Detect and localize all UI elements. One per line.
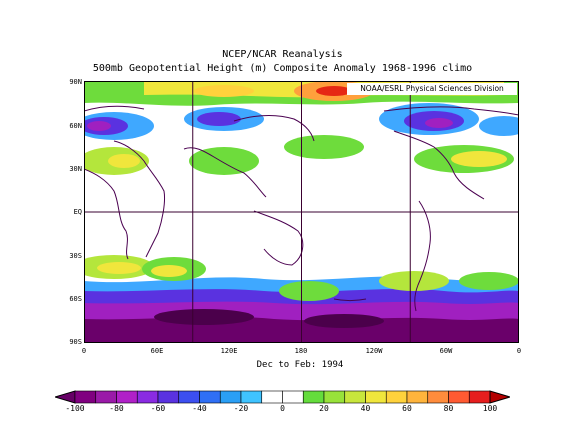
- anomaly-blob-eurasia-violet: [197, 112, 241, 126]
- colorbar-swatch: [116, 390, 138, 404]
- lon-label-60w: 60W: [439, 347, 453, 355]
- anomaly-blob-s-pac: [279, 281, 339, 301]
- anomaly-blob-s-pac2: [379, 271, 449, 291]
- credit-label: NOAA/ESRL Physical Sciences Division: [347, 83, 517, 95]
- chart-title: NCEP/NCAR Reanalysis: [222, 49, 343, 60]
- lon-label-0: 0: [81, 347, 87, 355]
- lat-label-60s: 60S: [69, 295, 82, 303]
- anomaly-blob-south-core1: [154, 309, 254, 325]
- anomaly-blob-namerica-core: [451, 151, 507, 167]
- anomaly-blob-s-ind-core: [151, 265, 187, 277]
- colorbar-swatch: [385, 390, 408, 404]
- anomaly-blob-nam-blue: [479, 116, 519, 136]
- colorbar-tick-label: 80: [443, 404, 454, 413]
- anomaly-blob-s-atl-core: [97, 262, 141, 274]
- anomaly-blob-n-atl-purple: [87, 121, 111, 131]
- colorbar-swatch: [74, 390, 97, 404]
- lon-label-120e: 120E: [220, 347, 238, 355]
- lon-label-180: 180: [294, 347, 308, 355]
- colorbar-arrow-high: [489, 390, 510, 404]
- lat-label-90s: 90S: [69, 338, 82, 346]
- colorbar-swatch: [282, 390, 304, 404]
- colorbar-swatch: [365, 390, 387, 404]
- colorbar-tick-label: -60: [150, 404, 166, 413]
- lat-label-60n: 60N: [69, 122, 82, 130]
- colorbar-swatch: [302, 390, 325, 404]
- colorbar-swatch: [178, 390, 200, 404]
- colorbar-tick-label: -20: [233, 404, 249, 413]
- colorbar-swatch: [136, 390, 159, 404]
- colorbar-tick-label: -100: [65, 404, 85, 413]
- colorbar-swatch: [468, 390, 491, 404]
- colorbar-swatch: [344, 390, 366, 404]
- anomaly-blob-npac-purple: [425, 118, 453, 128]
- anomaly-blob-s-pac3: [459, 272, 519, 290]
- colorbar-swatch: [427, 390, 449, 404]
- anomaly-blob-npac-green: [284, 135, 364, 159]
- anomaly-blob-arctic-core: [316, 86, 352, 96]
- colorbar-tick-label: 40: [360, 404, 371, 413]
- anomaly-blob-south-core2: [304, 314, 384, 328]
- colorbar-tick-label: 100: [482, 404, 498, 413]
- colorbar-tick-label: -40: [192, 404, 207, 413]
- lat-label-90n: 90N: [69, 78, 82, 86]
- graticule: [84, 81, 519, 343]
- lon-label-120w: 120W: [365, 347, 383, 355]
- colorbar-arrow-low: [55, 390, 76, 404]
- colorbar-swatch: [157, 390, 180, 404]
- anomaly-blob-asia: [189, 147, 259, 175]
- anomaly-blob-n-africa-core: [108, 154, 140, 168]
- colorbar-swatch: [95, 390, 117, 404]
- lat-label-30n: 30N: [69, 165, 82, 173]
- colorbar-swatch: [240, 390, 263, 404]
- colorbar-tick-label: 60: [402, 404, 412, 413]
- colorbar-swatch: [199, 390, 221, 404]
- lat-label-eq: EQ: [73, 208, 82, 216]
- anomaly-blob-arctic-yellow2: [194, 85, 254, 97]
- colorbar-swatch: [406, 390, 429, 404]
- colorbar-swatch: [323, 390, 346, 404]
- season-label: Dec to Feb: 1994: [256, 360, 344, 370]
- colorbar-swatch: [219, 390, 242, 404]
- colorbar-swatch: [261, 390, 283, 404]
- lon-label-60e: 60E: [150, 347, 164, 355]
- colorbar-tick-label: 20: [319, 404, 329, 413]
- lon-label-0-end: 0: [516, 347, 522, 355]
- map-frame: [84, 81, 519, 343]
- chart-subtitle: 500mb Geopotential Height (m) Composite …: [92, 63, 473, 74]
- colorbar-swatch: [448, 390, 470, 404]
- colorbar-tick-label: -80: [109, 404, 124, 413]
- colorbar-tick-label: 0: [280, 404, 285, 413]
- anomaly-map: [84, 81, 519, 343]
- lat-label-30s: 30S: [69, 252, 82, 260]
- colorbar: [55, 390, 510, 404]
- map-canvas: [84, 81, 519, 343]
